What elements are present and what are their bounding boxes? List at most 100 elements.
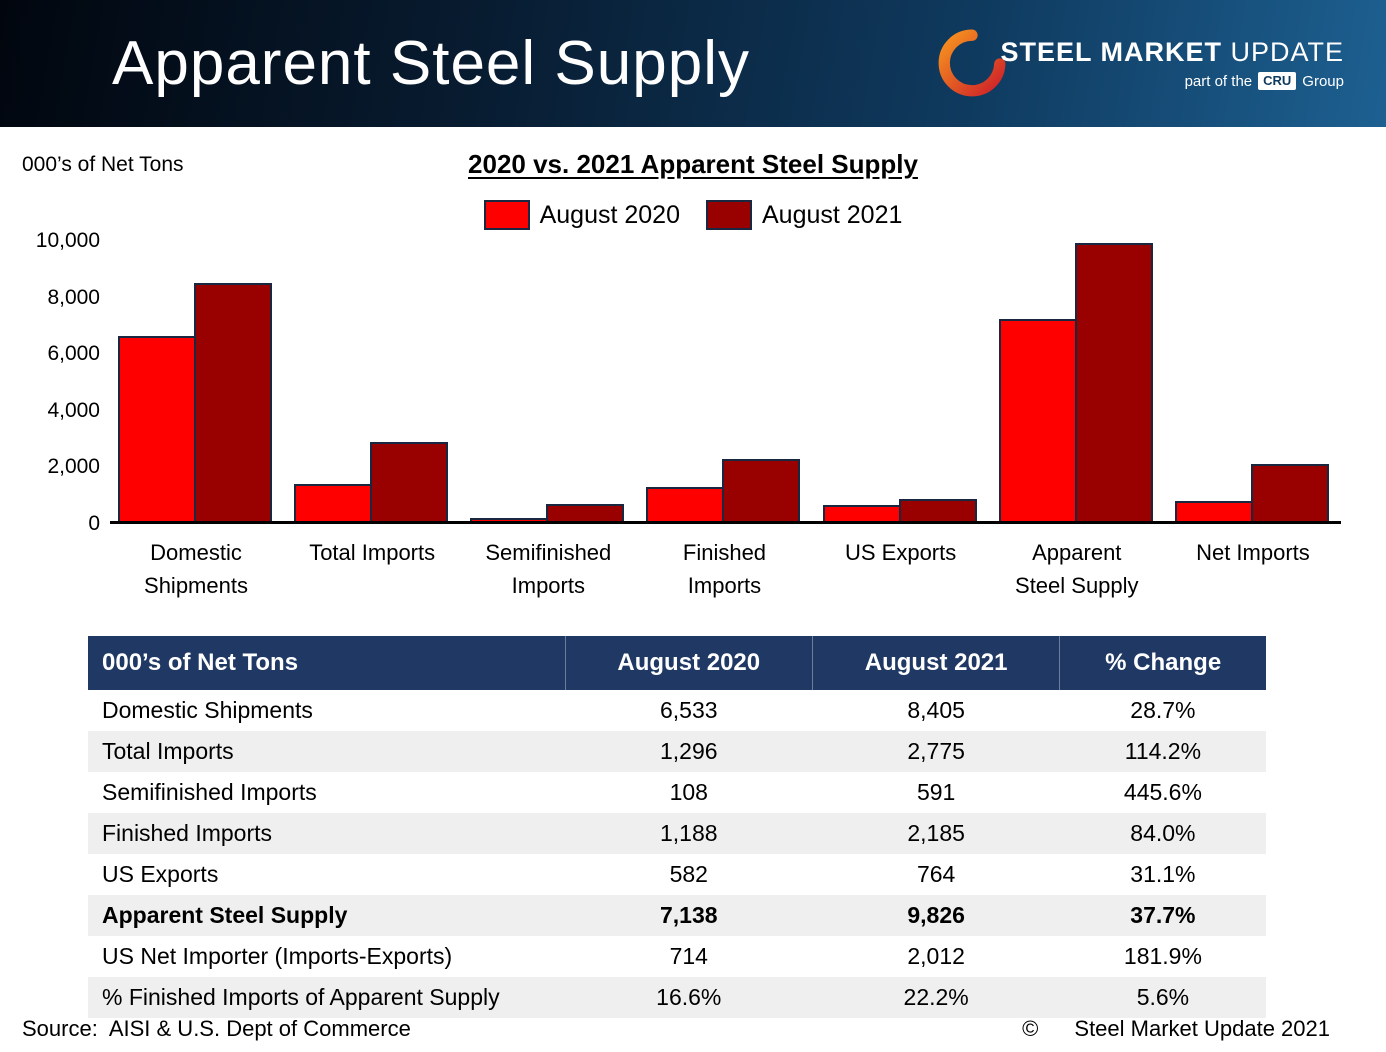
bar-august-2020 [1174,501,1253,521]
row-label: US Exports [102,861,219,887]
category-label: Semifinished Imports [485,540,612,598]
logo-name-bold: STEEL MARKET [1000,37,1222,68]
row-value: 2,185 [907,820,965,846]
row-value: 28.7% [1130,697,1196,723]
row-value: 445.6% [1123,779,1202,805]
legend-item: August 2020 [483,200,680,230]
legend-label: August 2021 [762,200,903,229]
row-value: 714 [669,943,708,969]
bar-august-2021 [546,504,625,521]
bar-group [998,243,1155,521]
tagline-suffix: Group [1302,72,1344,90]
bar-group [294,442,450,521]
row-value: 108 [669,779,708,805]
row-value: 84.0% [1130,820,1196,846]
plot-wrap: Domestic Shipments Total Imports Semifinis… [110,241,1341,602]
table-column-header: % Change [1059,636,1266,690]
logo-name-light: UPDATE [1221,37,1344,68]
row-value: 114.2% [1124,738,1202,764]
row-label: US Net Importer (Imports-Exports) [102,943,453,969]
row-value: 31.1% [1130,861,1196,887]
footer: Source: AISI & U.S. Dept of Commerce © S… [22,1016,1330,1042]
y-axis-labels: 0 2,000 4,000 6,000 8,000 10,000 [18,229,110,535]
y-tick-label: 4,000 [47,398,100,422]
category-labels: Domestic Shipments Total Imports Semifinis… [110,524,1341,602]
row-value: 8,405 [907,697,965,723]
row-value: 582 [669,861,708,887]
bar-august-2020 [998,319,1077,521]
chart-legend: August 2020 August 2021 [0,197,1386,233]
bar-group [1174,464,1331,521]
table-row: US Net Importer (Imports-Exports) 714 2,01… [88,936,1266,977]
y-axis-units-label: 000’s of Net Tons [22,153,184,176]
table-column-header: August 2021 [811,636,1060,690]
smu-swoosh-icon [939,29,1006,96]
bar-group [118,283,274,521]
page-title: Apparent Steel Supply [112,29,750,98]
category-label: Domestic Shipments [144,540,248,598]
bar-august-2021 [1250,464,1329,521]
y-tick-label: 8,000 [47,285,100,309]
row-value: 37.7% [1130,902,1196,928]
row-value: 2,775 [907,738,965,764]
header-banner: Apparent Steel Supply STEEL MARKET UPDAT… [0,0,1386,127]
category-label: US Exports [844,540,957,565]
row-value: 1,188 [659,820,718,846]
bar-august-2020 [118,336,196,521]
chart-region: 000’s of Net Tons 2020 vs. 2021 Apparent… [0,149,1386,602]
row-value: 22.2% [903,984,969,1010]
row-value: 6,533 [659,697,718,723]
bar-august-2021 [370,442,449,521]
y-tick-label: 0 [88,512,100,535]
legend-label: August 2020 [539,200,680,229]
logo-tagline: part of the CRU Group [1185,72,1344,90]
row-value: 5.6% [1136,984,1190,1010]
row-label: Apparent Steel Supply [102,902,348,928]
y-tick-label: 10,000 [35,229,100,252]
data-table: 000’s of Net Tons August 2020 August 2021%… [88,636,1266,1018]
bar-august-2020 [294,484,373,521]
row-value: 9,826 [907,902,965,928]
chart-header: 000’s of Net Tons 2020 vs. 2021 Apparent… [0,149,1386,189]
row-label: % Finished Imports of Apparent Supply [102,984,500,1010]
row-value: 16.6% [656,984,722,1010]
row-value: 764 [916,861,956,887]
table-row: Domestic Shipments 6,533 8,405 28.7% [88,690,1266,731]
row-label: Finished Imports [102,820,273,846]
table-row: Finished Imports 1,188 2,185 84.0% [88,813,1266,854]
category-label: Net Imports [1196,540,1310,565]
row-value: 2,012 [907,943,965,969]
row-value: 181.9% [1123,943,1202,969]
table-row: US Exports 582 764 31.1% [88,854,1266,895]
bar-august-2020 [822,505,901,521]
table-row: % Finished Imports of Apparent Supply 16.… [88,977,1266,1018]
legend-item: August 2021 [706,200,902,230]
row-label: Domestic Shipments [102,697,313,723]
smu-logo: STEEL MARKET UPDATE part of the CRU Grou… [936,28,1344,100]
row-value: 1,296 [659,738,718,764]
table-column-header: August 2020 [564,636,813,690]
bar-group [822,499,979,521]
copyright: © Steel Market Update 2021 [1022,1016,1330,1042]
category-label: Apparent Steel Supply [1015,540,1139,598]
row-value: 7,138 [659,902,718,928]
plot-row: 0 2,000 4,000 6,000 8,000 10,000 Domestic Shi… [0,229,1386,602]
bar-august-2021 [722,459,801,521]
chart-title: 2020 vs. 2021 Apparent Steel Supply [468,149,918,179]
table-column-header: 000’s of Net Tons [88,636,566,690]
y-tick-label: 6,000 [47,342,100,366]
logo-text: STEEL MARKET UPDATE part of the CRU Grou… [1000,37,1344,90]
category-label: Finished Imports [682,540,767,598]
table-row: Apparent Steel Supply 7,138 9,826 37.7% [88,895,1266,936]
plot-area [110,241,1341,524]
logo-name: STEEL MARKET UPDATE [1000,37,1344,68]
cru-badge: CRU [1258,72,1297,90]
copyright-text: Steel Market Update 2021 [1074,1016,1330,1041]
row-label: Semifinished Imports [102,779,317,805]
row-value: 591 [916,779,956,805]
table-body: Domestic Shipments 6,533 8,405 28.7% Total I… [88,690,1266,1018]
table-header-row: 000’s of Net Tons August 2020 August 2021%… [88,636,1266,690]
legend-swatch [706,200,752,230]
bar-august-2020 [470,518,549,521]
table-row: Semifinished Imports 108 591 445.6% [88,772,1266,813]
